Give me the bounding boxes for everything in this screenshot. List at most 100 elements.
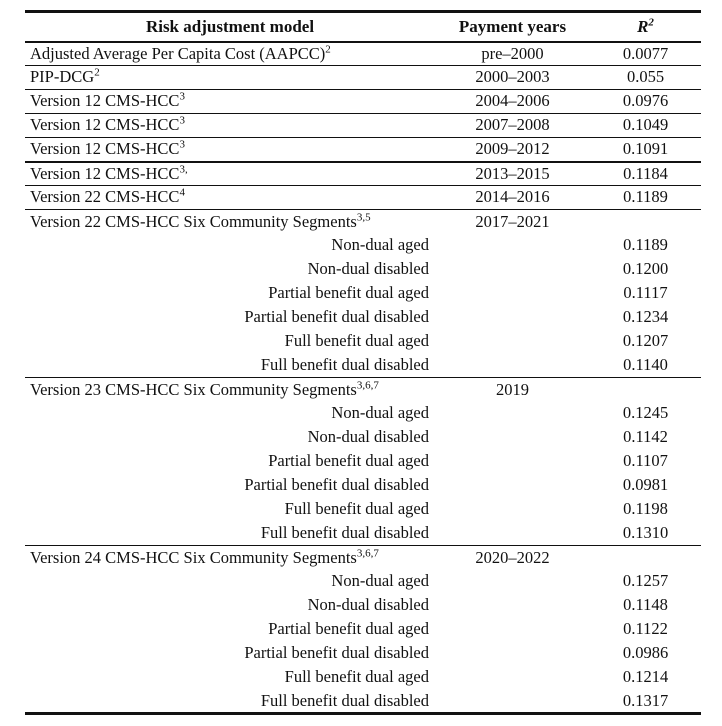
payment-years-value [435, 474, 590, 498]
r-squared-value: 0.1317 [622, 690, 669, 710]
segment-label: Partial benefit dual disabled [244, 307, 429, 327]
payment-years-value: 2004–2006 [435, 89, 590, 114]
r-squared-value: 0.1214 [622, 667, 669, 687]
r-squared-value: 0.1140 [590, 353, 701, 378]
payment-years-value: pre–2000 [435, 41, 590, 66]
table-body: Adjusted Average Per Capita Cost (AAPCC)… [25, 41, 701, 714]
model-row: Version 23 CMS-HCC Six Community Segment… [25, 378, 701, 402]
r-squared-value: 0.0981 [622, 475, 669, 495]
model-row: Version 12 CMS-HCC3 2007–2008 0.1049 [25, 113, 701, 138]
model-name: Adjusted Average Per Capita Cost (AAPCC)… [25, 41, 435, 66]
model-row: Version 12 CMS-HCC3 2009–2012 0.1091 [25, 137, 701, 163]
r-squared-value: 0.1234 [622, 307, 669, 327]
model-row: Version 24 CMS-HCC Six Community Segment… [25, 546, 701, 570]
segment-label: Non-dual disabled [307, 259, 429, 279]
payment-years-value: 2019 [496, 379, 529, 399]
model-name: Version 12 CMS-HCC3 [25, 113, 435, 138]
segment-row: Full benefit dual aged 0.1207 [25, 330, 701, 354]
model-name: Version 12 CMS-HCC3 [25, 137, 435, 163]
r-squared-value: 0.0986 [622, 643, 669, 663]
segment-label: Non-dual aged [331, 235, 429, 255]
payment-years-value [435, 570, 590, 594]
r-squared-value: 0.1117 [623, 283, 668, 303]
r-squared-value: 0.1257 [622, 571, 669, 591]
segment-label: Partial benefit dual aged [268, 451, 429, 471]
payment-years-value [435, 521, 590, 546]
segment-label: Non-dual disabled [307, 427, 429, 447]
segment-label: Full benefit dual aged [284, 331, 429, 351]
model-row: Version 22 CMS-HCC4 2014–2016 0.1189 [25, 185, 701, 210]
segment-row: Non-dual aged 0.1257 [25, 570, 701, 594]
payment-years-value [435, 594, 590, 618]
segment-label: Partial benefit dual aged [268, 619, 429, 639]
payment-years-value [435, 306, 590, 330]
payment-years-value [435, 353, 590, 378]
r-squared-exponent: 2 [648, 16, 654, 29]
payment-years-value: 2000–2003 [435, 65, 590, 90]
table-header-row: Risk adjustment model Payment years R2 [25, 11, 701, 43]
footnote-marker: 3,6,7 [356, 379, 379, 391]
segment-row: Full benefit dual aged 0.1214 [25, 666, 701, 690]
footnote-marker: 4 [179, 186, 185, 199]
r-squared-value [590, 378, 701, 402]
column-header-payment-years: Payment years [435, 11, 590, 43]
model-name: PIP-DCG2 [25, 65, 435, 90]
payment-years-value [435, 330, 590, 354]
r-squared-symbol: R [637, 17, 649, 37]
r-squared-value: 0.1189 [623, 235, 668, 255]
segment-row: Non-dual disabled 0.1148 [25, 594, 701, 618]
payment-years-value [435, 282, 590, 306]
r-squared-value: 0.1142 [623, 427, 668, 447]
segment-row: Non-dual disabled 0.1200 [25, 258, 701, 282]
r-squared-value [590, 546, 701, 570]
segment-label: Non-dual disabled [307, 595, 429, 615]
segment-row: Full benefit dual disabled 0.1317 [25, 690, 701, 714]
model-name: Version 22 CMS-HCC Six Community Segment… [30, 211, 371, 231]
segment-row: Partial benefit dual disabled 0.1234 [25, 306, 701, 330]
payment-years-value [435, 450, 590, 474]
r-squared-value: 0.0976 [590, 89, 701, 114]
model-name: Version 12 CMS-HCC3 [25, 89, 435, 114]
footnote-marker: 2 [94, 66, 100, 79]
model-row: Version 12 CMS-HCC3, 2013–2015 0.1184 [25, 161, 701, 186]
payment-years-value: 2007–2008 [435, 113, 590, 138]
risk-adjustment-table: Risk adjustment model Payment years R2 A… [25, 10, 701, 715]
segment-row: Non-dual aged 0.1189 [25, 234, 701, 258]
r-squared-value [590, 210, 701, 234]
column-header-model: Risk adjustment model [25, 11, 435, 43]
footnote-marker: 3 [179, 138, 185, 151]
model-name: Version 12 CMS-HCC3, [25, 161, 435, 186]
segment-row: Non-dual aged 0.1245 [25, 402, 701, 426]
model-row: PIP-DCG2 2000–2003 0.055 [25, 65, 701, 90]
segment-row: Partial benefit dual aged 0.1117 [25, 282, 701, 306]
segment-label: Full benefit dual disabled [25, 353, 435, 378]
segment-row: Partial benefit dual aged 0.1107 [25, 450, 701, 474]
footnote-marker: 2 [325, 43, 331, 55]
footnote-marker: 3 [179, 114, 185, 127]
segment-label: Full benefit dual disabled [260, 690, 429, 710]
payment-years-value [435, 426, 590, 450]
r-squared-value: 0.1049 [590, 113, 701, 138]
r-squared-value: 0.1091 [590, 137, 701, 163]
payment-years-value [435, 690, 590, 714]
segment-row: Full benefit dual disabled 0.1140 [25, 353, 701, 378]
r-squared-value: 0.1122 [623, 619, 668, 639]
segment-label: Full benefit dual disabled [25, 521, 435, 546]
model-row: Version 22 CMS-HCC Six Community Segment… [25, 210, 701, 234]
model-row: Adjusted Average Per Capita Cost (AAPCC)… [25, 41, 701, 66]
segment-label: Partial benefit dual aged [268, 283, 429, 303]
model-row: Version 12 CMS-HCC3 2004–2006 0.0976 [25, 89, 701, 114]
segment-row: Full benefit dual disabled 0.1310 [25, 521, 701, 546]
payment-years-value: 2013–2015 [435, 161, 590, 186]
payment-years-value [435, 234, 590, 258]
r-squared-value: 0.1207 [622, 331, 669, 351]
payment-years-value: 2020–2022 [475, 547, 550, 567]
r-squared-value: 0.1148 [623, 595, 668, 615]
segment-label: Partial benefit dual disabled [244, 475, 429, 495]
payment-years-value: 2017–2021 [475, 211, 550, 231]
segment-row: Partial benefit dual aged 0.1122 [25, 618, 701, 642]
r-squared-value: 0.1310 [590, 521, 701, 546]
payment-years-value [435, 498, 590, 522]
footnote-marker: 3,6,7 [356, 547, 379, 559]
